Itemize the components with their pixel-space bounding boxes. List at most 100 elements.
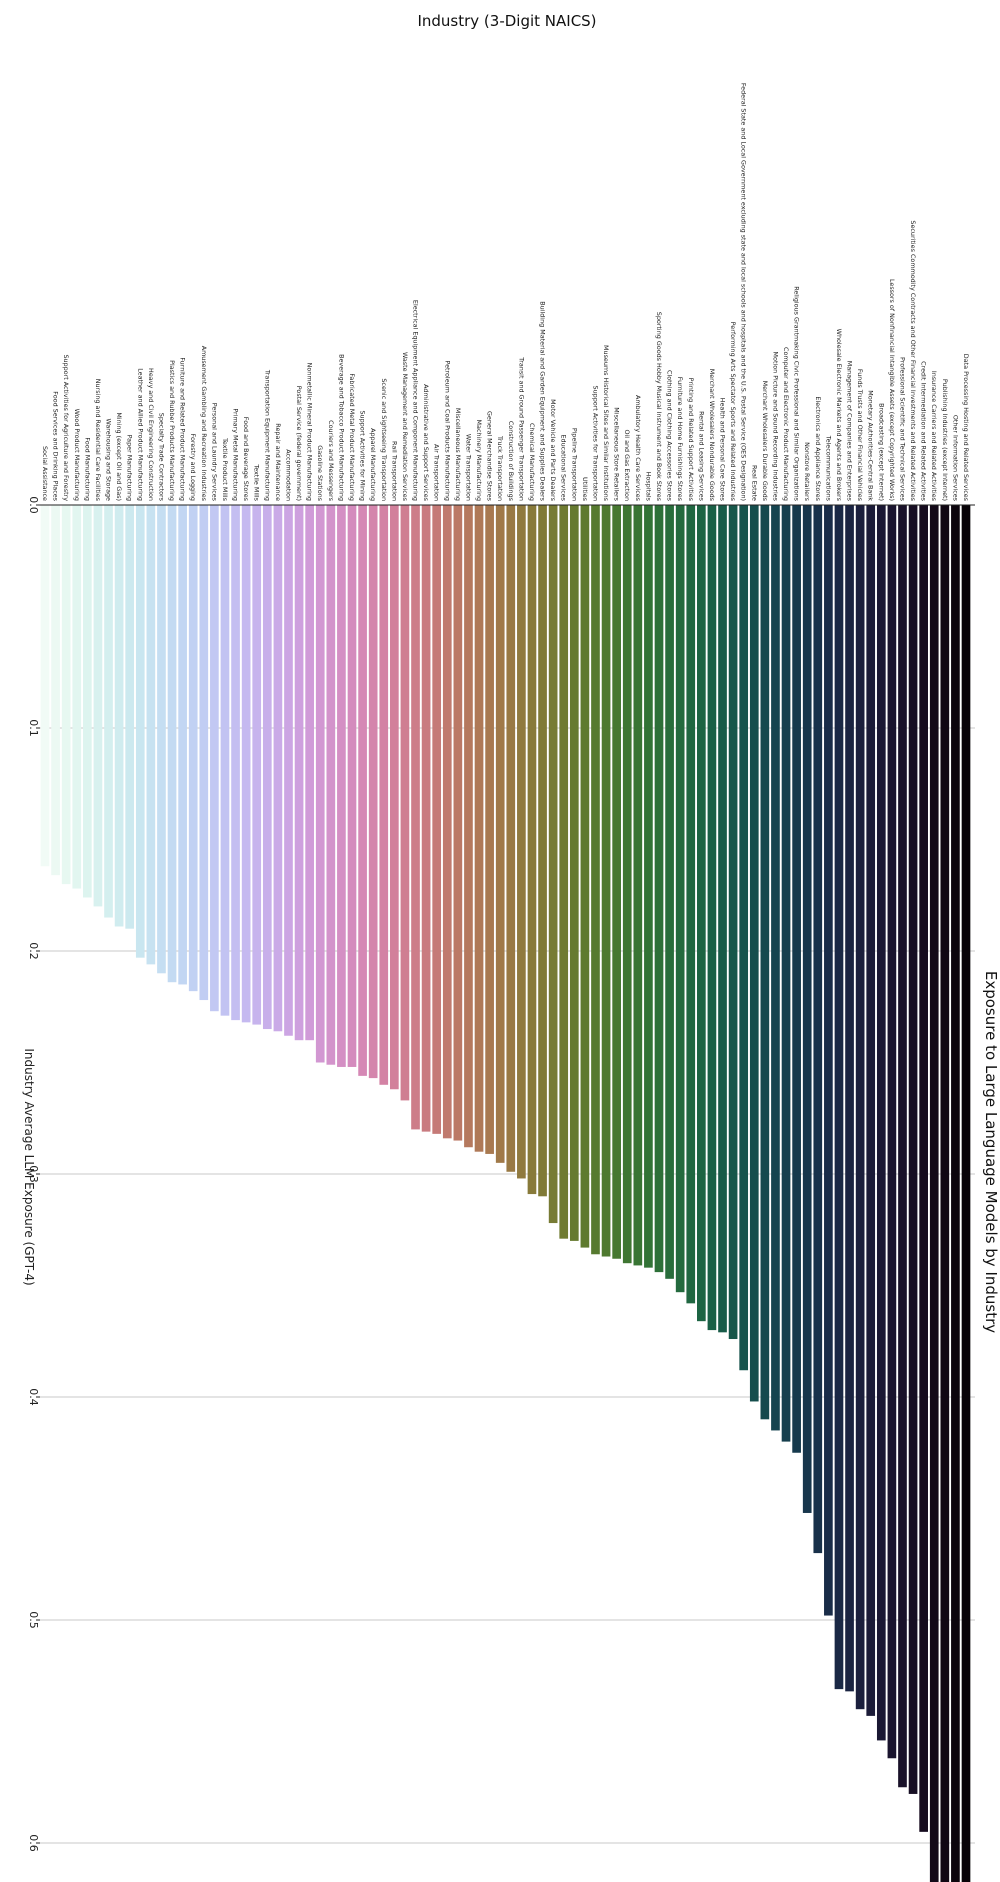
bar — [591, 505, 600, 1255]
bar — [633, 505, 643, 1266]
bar — [61, 505, 71, 885]
tick-label: 0.4 — [27, 1388, 40, 1406]
tick-label: 0.1 — [27, 719, 40, 737]
category-label: Water Transportation — [464, 434, 472, 501]
category-label: Textile Mills — [253, 463, 261, 501]
tick-label: 0.6 — [27, 1834, 40, 1852]
category-label: Wholesale Electronic Markets and Agents … — [835, 329, 843, 502]
category-label: Electronics and Appliance Stores — [814, 396, 822, 501]
bar — [824, 505, 833, 1616]
bar — [432, 505, 442, 1134]
category-label: Warehousing and Storage — [105, 418, 113, 501]
category-label: Pipeline Transportation — [570, 428, 578, 501]
category-label: Administrative and Support Services — [422, 384, 430, 502]
category-label: Social Assistance — [41, 446, 49, 501]
bar — [548, 505, 558, 1224]
bar — [813, 505, 823, 1554]
bar — [337, 505, 346, 1067]
category-label: Personal and Laundry Services — [210, 403, 218, 502]
category-label: Primary Metal Manufacturing — [232, 408, 240, 501]
bar — [855, 505, 865, 1710]
category-label: Support Activities for Transportation — [591, 386, 599, 501]
category-label: Nursing and Residential Care Facilities — [94, 379, 102, 502]
category-label: Hospitals — [644, 472, 652, 502]
category-label: Merchant Wholesalers Nondurable Goods — [708, 369, 716, 502]
bar — [40, 505, 50, 867]
category-label: Mining (except Oil and Gas) — [115, 412, 123, 501]
bar — [697, 505, 706, 1322]
bar — [760, 505, 770, 1420]
tick-label: 0.3 — [27, 1165, 40, 1183]
category-label: Forestry and Logging — [189, 434, 197, 501]
bar — [167, 505, 177, 983]
bar — [495, 505, 505, 1163]
bar — [834, 505, 844, 1690]
bar — [390, 505, 399, 1090]
category-label: Merchant Wholesalers Durable Goods — [761, 381, 769, 502]
category-label: Fabricated Metal Product Manufacturing — [348, 373, 356, 501]
category-label: Other Information Services — [951, 415, 959, 502]
category-label: Gasoline Stations — [316, 445, 324, 501]
tick-label: 0.0 — [27, 496, 40, 514]
category-label: Broadcasting (except Internet) — [877, 403, 885, 501]
category-label: General Merchandise Stores — [486, 411, 494, 502]
category-label: Furniture and Home Furnishings Stores — [676, 377, 684, 502]
category-label: Leather and Allied Product Manufacturing — [136, 368, 144, 501]
tick-label: 0.5 — [27, 1611, 40, 1629]
category-label: Textile Product Mills — [221, 437, 229, 502]
category-label: Waste Management and Remediation Service… — [401, 352, 409, 502]
bar — [792, 505, 801, 1453]
bar — [781, 505, 791, 1442]
bar — [940, 505, 950, 1882]
bar — [241, 505, 251, 1023]
category-label: Nonmetallic Mineral Product Manufacturin… — [306, 363, 314, 501]
category-label: Museums Historical Sites and Similar Ins… — [602, 345, 610, 502]
category-label: Clothing and Clothing Accessories Stores — [666, 370, 674, 502]
category-label: Wood Product Manufacturing — [73, 409, 81, 501]
category-label: Truck Transportation — [496, 435, 504, 501]
bar — [368, 505, 378, 1079]
category-label: Transportation Equipment Manufacturing — [263, 369, 271, 501]
bar — [464, 505, 473, 1148]
category-label: Accommodation — [284, 449, 292, 501]
category-label: Specialty Trade Contractors — [157, 413, 165, 502]
bar — [474, 505, 484, 1152]
bar — [326, 505, 336, 1065]
bar — [845, 505, 854, 1692]
bar — [644, 505, 653, 1268]
bar — [252, 505, 262, 1025]
category-label: Petroleum and Coal Products Manufacturin… — [443, 360, 451, 501]
bar — [379, 505, 389, 1085]
bar — [231, 505, 240, 1021]
category-label: Plastics and Rubber Products Manufacturi… — [168, 360, 176, 501]
bar — [919, 505, 928, 1832]
bar — [83, 505, 92, 898]
bar — [951, 505, 960, 1882]
bar — [315, 505, 325, 1063]
category-label: Machinery Manufacturing — [475, 420, 483, 501]
category-label: Monetary Authorities-Central Bank — [867, 390, 875, 501]
category-label: Paper Manufacturing — [126, 435, 134, 501]
bar — [442, 505, 452, 1139]
category-labels: Data Processing Hosting and Related Serv… — [41, 83, 970, 502]
bar — [961, 505, 971, 1882]
category-label: Chemical Manufacturing — [528, 423, 536, 501]
category-label: Food and Beverage Stores — [242, 417, 250, 502]
category-label: Nonstore Retailers — [803, 442, 811, 502]
category-label: Amusement Gambling and Recreation Indust… — [200, 346, 208, 502]
category-label: Motor Vehicle and Parts Dealers — [549, 399, 557, 502]
bar — [686, 505, 696, 1304]
category-label: Furniture and Related Product Manufactur… — [179, 357, 187, 501]
category-label: Support Activities for Mining — [359, 410, 367, 501]
bar — [506, 505, 516, 1172]
bar — [802, 505, 812, 1513]
category-label: Insurance Carriers and Related Activitie… — [930, 371, 938, 502]
bar — [739, 505, 749, 1371]
chart-title: Exposure to Large Language Models by Ind… — [982, 971, 1000, 1333]
bar — [908, 505, 918, 1794]
category-label: Motion Picture and Sound Recording Indus… — [771, 352, 779, 502]
category-label: Food Manufacturing — [83, 437, 91, 501]
category-label: Management of Companies and Enterprises — [846, 361, 854, 502]
bar — [273, 505, 283, 1032]
